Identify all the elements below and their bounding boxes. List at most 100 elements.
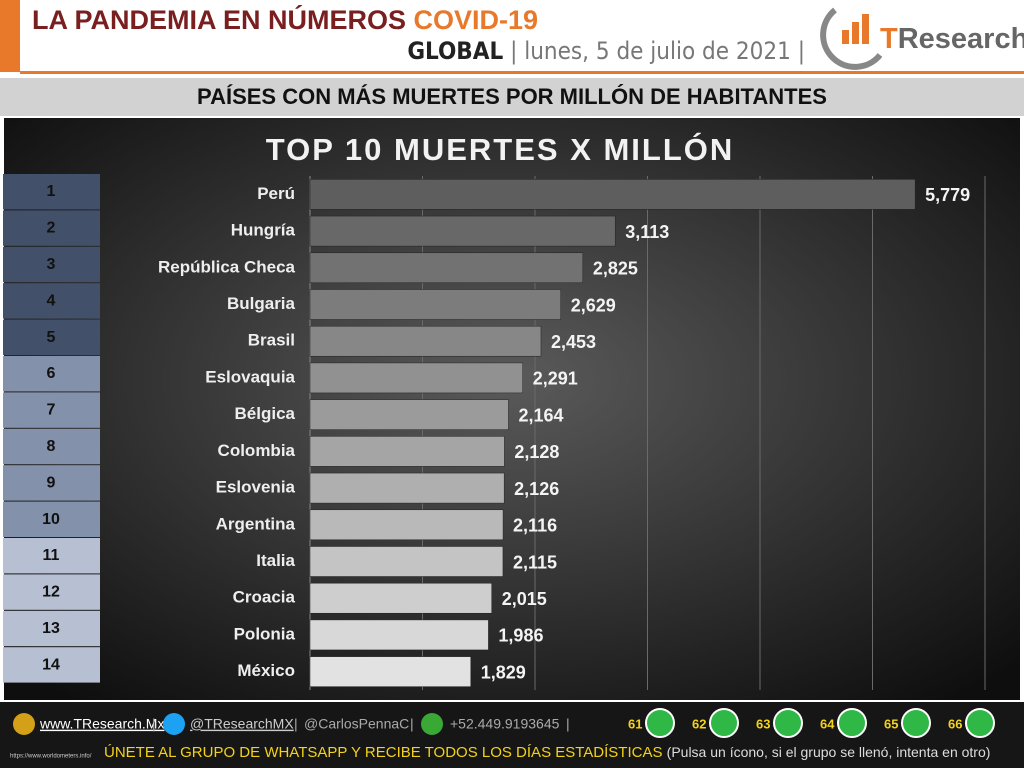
whatsapp-icon[interactable] bbox=[837, 708, 867, 738]
category-label: Argentina bbox=[216, 514, 296, 533]
category-label: Eslovenia bbox=[216, 478, 296, 497]
category-label: Bulgaria bbox=[227, 294, 296, 313]
bar bbox=[309, 656, 472, 687]
bar bbox=[309, 252, 584, 284]
bar bbox=[309, 619, 489, 651]
bar bbox=[309, 325, 542, 357]
rank: 4 bbox=[47, 292, 56, 309]
bar bbox=[309, 215, 616, 247]
category-label: República Checa bbox=[158, 257, 296, 276]
group-number: 64 bbox=[820, 716, 835, 731]
rank-cell bbox=[3, 465, 100, 501]
rank: 13 bbox=[42, 620, 60, 637]
rank-cell bbox=[3, 356, 100, 392]
value-label: 2,629 bbox=[571, 295, 616, 315]
whatsapp-icon[interactable] bbox=[709, 708, 739, 738]
banner: PAÍSES CON MÁS MUERTES POR MILLÓN DE HAB… bbox=[197, 84, 827, 109]
separator: | bbox=[566, 716, 570, 732]
rank-cell bbox=[3, 392, 100, 428]
twitter-icon bbox=[163, 713, 185, 735]
bar bbox=[309, 546, 504, 577]
rank: 14 bbox=[42, 656, 60, 673]
rank-cell bbox=[3, 246, 100, 283]
whatsapp-icon[interactable] bbox=[773, 708, 803, 738]
website[interactable]: www.TResearch.Mx bbox=[39, 716, 164, 732]
category-label: Hungría bbox=[231, 221, 296, 240]
category-label: Eslovaquia bbox=[205, 367, 295, 386]
separator: | bbox=[410, 716, 414, 732]
group-number: 62 bbox=[692, 716, 706, 731]
rank: 7 bbox=[47, 402, 56, 419]
logo-text: TResearch bbox=[880, 23, 1024, 55]
chart-panel bbox=[4, 118, 1020, 700]
category-label: Colombia bbox=[218, 441, 296, 460]
group-number: 66 bbox=[948, 716, 962, 731]
source: https://www.worldometers.info/ bbox=[10, 754, 92, 760]
header-strip bbox=[0, 0, 20, 72]
value-label: 2,128 bbox=[514, 442, 559, 462]
cta: ÚNETE AL GRUPO DE WHATSAPP Y RECIBE TODO… bbox=[104, 744, 990, 761]
web-icon bbox=[13, 713, 35, 735]
rank-cell bbox=[3, 538, 100, 574]
handle: @CarlosPennaC bbox=[304, 716, 409, 732]
whatsapp-icon[interactable] bbox=[901, 708, 931, 738]
category-label: Italia bbox=[256, 551, 295, 570]
value-label: 5,779 bbox=[925, 185, 970, 205]
category-label: México bbox=[237, 661, 295, 680]
group-number: 63 bbox=[756, 716, 770, 731]
group-number: 61 bbox=[628, 716, 642, 731]
rank-cell bbox=[3, 647, 100, 683]
bar bbox=[309, 179, 916, 210]
bar bbox=[309, 582, 492, 614]
whatsapp-icon[interactable] bbox=[965, 708, 995, 738]
value-label: 2,015 bbox=[502, 589, 547, 609]
value-label: 2,116 bbox=[513, 516, 557, 536]
separator: | bbox=[294, 716, 298, 732]
rank: 3 bbox=[47, 256, 56, 273]
value-label: 2,115 bbox=[513, 552, 557, 572]
bar bbox=[309, 399, 509, 430]
category-label: Brasil bbox=[248, 331, 295, 350]
category-label: Bélgica bbox=[235, 404, 296, 423]
twitter[interactable]: @TResearchMX bbox=[190, 716, 294, 732]
rank: 8 bbox=[47, 438, 56, 455]
value-label: 3,113 bbox=[625, 222, 669, 242]
rank: 9 bbox=[47, 474, 56, 491]
bar bbox=[309, 289, 562, 320]
header-date: GLOBAL | lunes, 5 de julio de 2021 | bbox=[407, 37, 805, 65]
bar bbox=[309, 509, 504, 541]
banner-bg bbox=[0, 78, 1024, 116]
phone: +52.449.9193645 bbox=[450, 716, 560, 732]
rank-cell bbox=[3, 210, 100, 246]
bar bbox=[309, 436, 505, 467]
rank-cell bbox=[3, 610, 100, 647]
value-label: 2,453 bbox=[551, 332, 596, 352]
bar bbox=[309, 472, 505, 504]
rank: 11 bbox=[43, 547, 60, 564]
header-title: LA PANDEMIA EN NÚMEROS COVID-19 bbox=[32, 4, 538, 35]
category-label: Croacia bbox=[233, 588, 296, 607]
rank-cell bbox=[3, 428, 100, 465]
value-label: 2,126 bbox=[514, 479, 559, 499]
rank-cell bbox=[3, 283, 100, 319]
category-label: Polonia bbox=[234, 624, 296, 643]
rank: 1 bbox=[47, 183, 56, 200]
separator: | bbox=[152, 716, 156, 732]
value-label: 1,829 bbox=[481, 662, 526, 682]
whatsapp-icon[interactable] bbox=[645, 708, 675, 738]
rank-cell bbox=[3, 574, 100, 610]
group-number: 65 bbox=[884, 716, 898, 731]
chart-title: TOP 10 MUERTES X MILLÓN bbox=[266, 131, 735, 167]
value-label: 2,291 bbox=[533, 369, 578, 389]
category-label: Perú bbox=[257, 184, 295, 203]
rank-cell bbox=[3, 319, 100, 355]
rank-cell bbox=[3, 501, 100, 537]
value-label: 1,986 bbox=[498, 626, 543, 646]
rank: 5 bbox=[47, 329, 56, 346]
rank: 6 bbox=[47, 365, 56, 382]
rank: 10 bbox=[42, 511, 60, 528]
logo: TResearch bbox=[820, 7, 1024, 70]
header-rule bbox=[20, 71, 1024, 74]
bar bbox=[309, 362, 523, 394]
